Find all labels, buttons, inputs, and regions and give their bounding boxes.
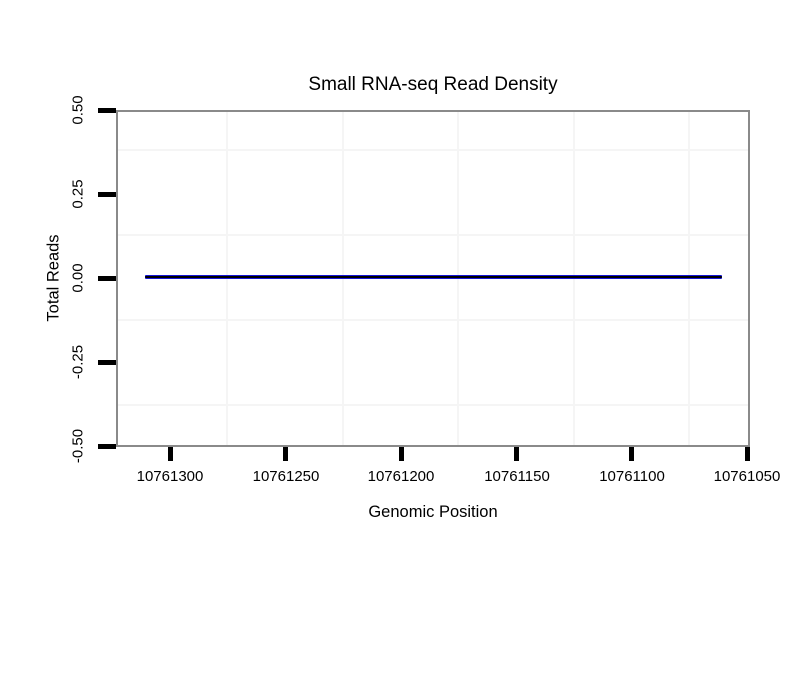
x-axis-tick — [283, 447, 288, 461]
y-axis-tick — [98, 108, 116, 113]
y-axis-tick — [98, 276, 116, 281]
x-axis-tick — [168, 447, 173, 461]
minor-gridline-horizontal — [118, 149, 748, 151]
y-axis-tick — [98, 192, 116, 197]
y-tick-label: 0.00 — [69, 263, 87, 293]
x-axis-tick — [514, 447, 519, 461]
y-axis-tick — [98, 444, 116, 449]
y-tick-label: 0.25 — [69, 179, 87, 209]
y-tick-label: -0.50 — [69, 428, 87, 464]
y-axis-tick — [98, 360, 116, 365]
x-tick-label: 10761300 — [136, 468, 204, 485]
plot-panel — [116, 110, 750, 447]
legend: Hairpin partition Sense Antisense — [0, 577, 810, 613]
x-tick-label: 10761100 — [599, 468, 665, 485]
x-tick-label: 10761200 — [367, 468, 435, 485]
minor-gridline-horizontal — [118, 234, 748, 236]
chart-title: Small RNA-seq Read Density — [308, 74, 558, 95]
x-tick-label: 10761250 — [252, 468, 320, 485]
y-axis-title: Total Reads — [44, 234, 63, 322]
x-axis-title: Genomic Position — [368, 503, 498, 521]
x-axis-tick — [745, 447, 750, 461]
x-axis-tick — [399, 447, 404, 461]
minor-gridline-horizontal — [118, 319, 748, 321]
minor-gridline-horizontal — [118, 404, 748, 406]
x-axis-tick — [629, 447, 634, 461]
y-tick-label: 0.50 — [69, 95, 87, 125]
x-tick-label: 10761050 — [713, 468, 781, 485]
x-tick-label: 10761150 — [484, 468, 550, 485]
sense-series-line — [145, 276, 722, 278]
y-tick-label: -0.25 — [69, 344, 87, 380]
